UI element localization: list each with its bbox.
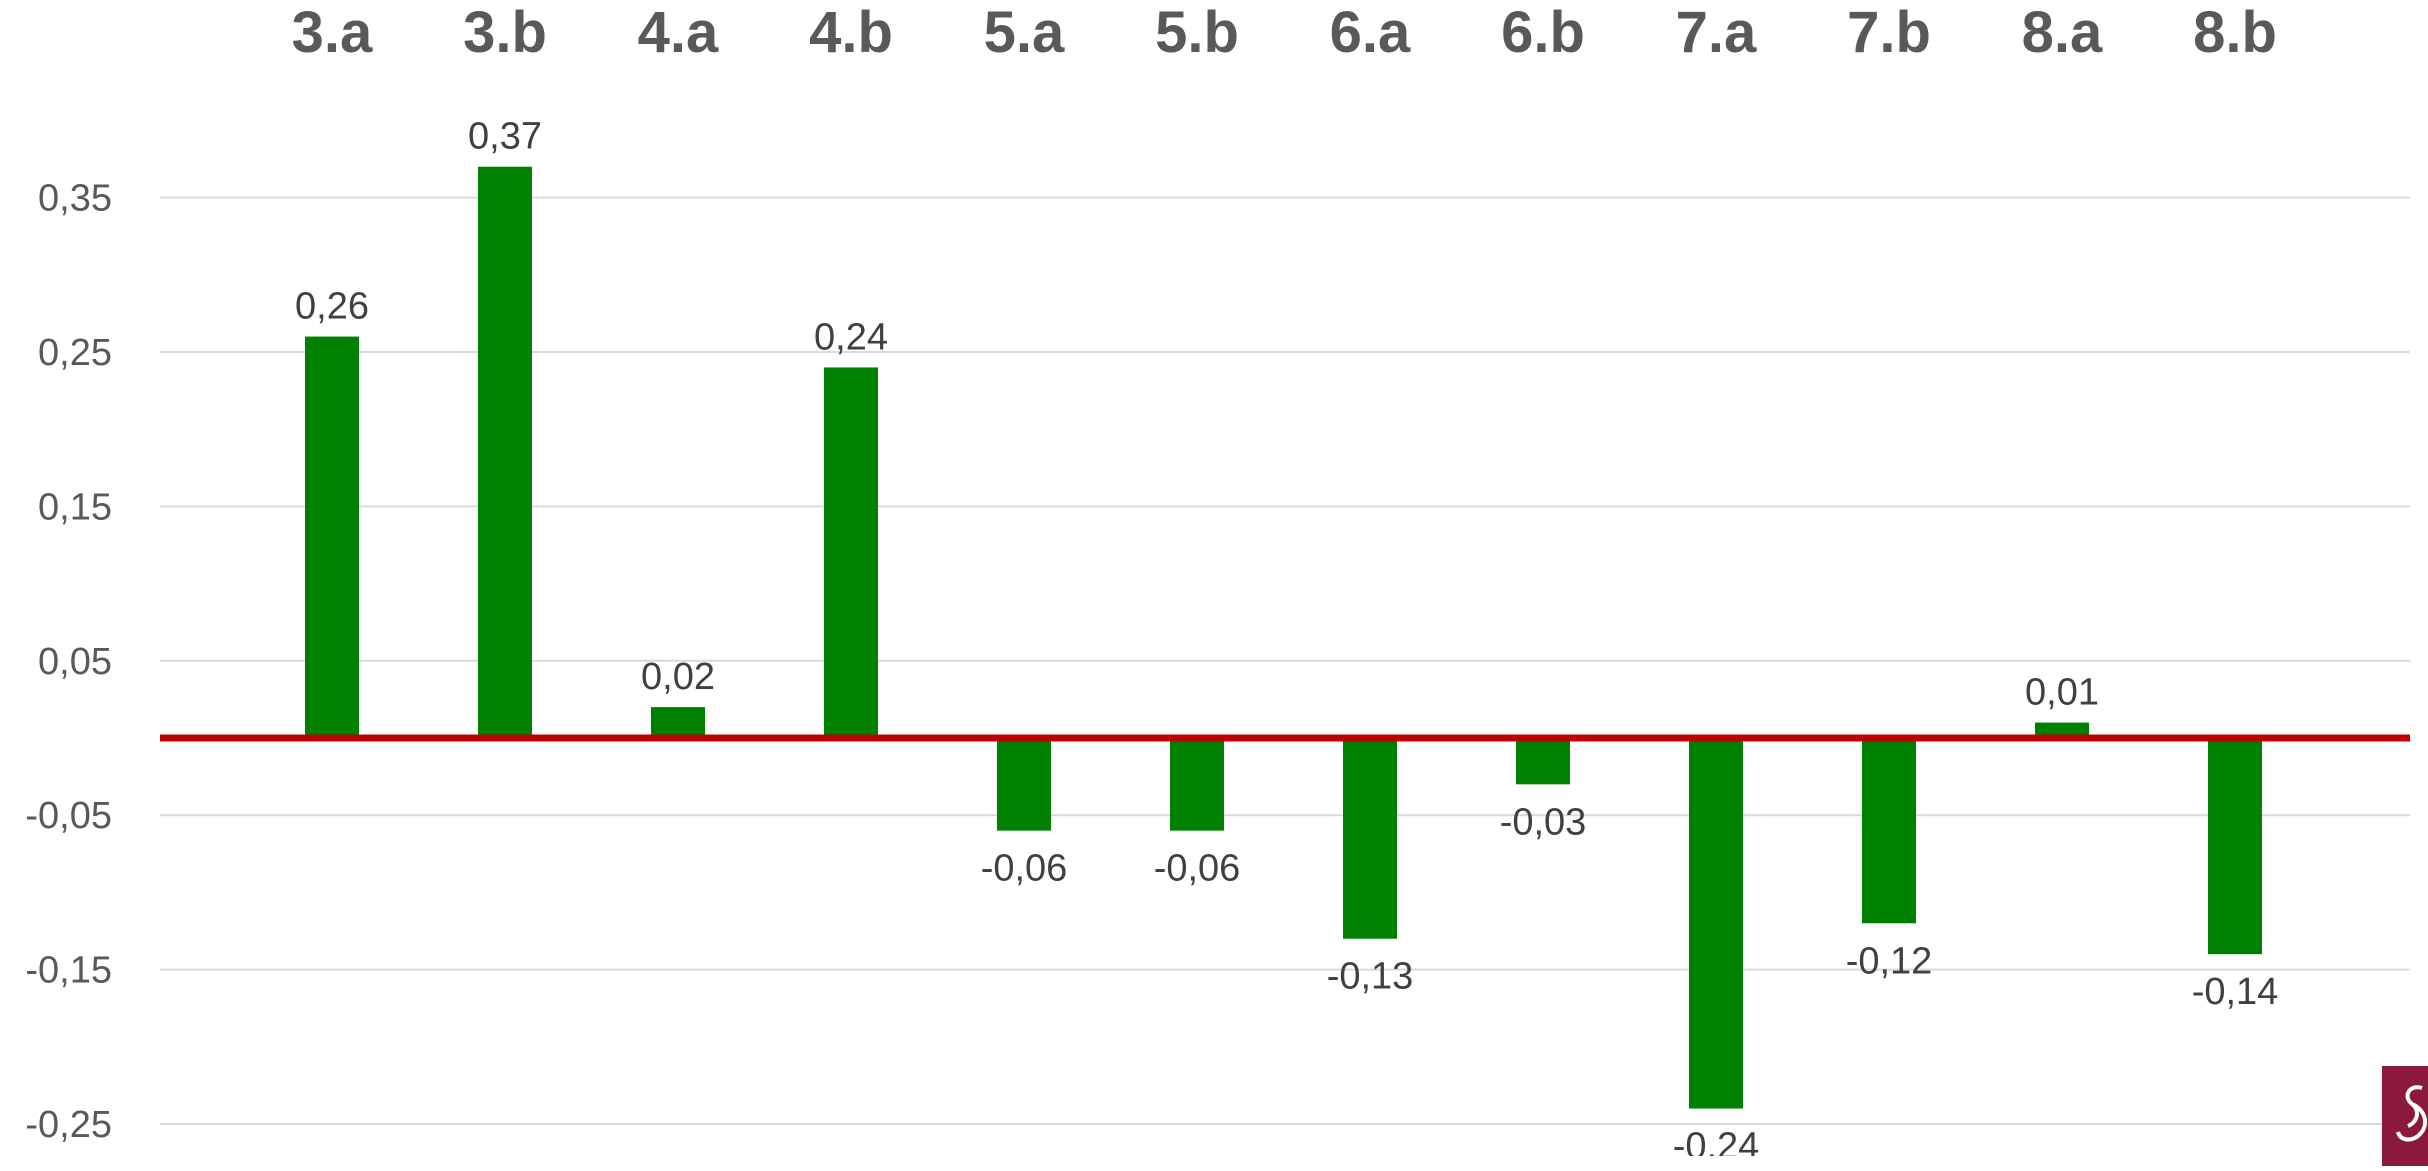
y-tick-label: 0,15 xyxy=(38,486,112,528)
bars xyxy=(305,166,2262,1109)
data-label: -0,13 xyxy=(1327,956,1414,998)
y-tick-label: 0,35 xyxy=(38,178,112,220)
bar-8.b xyxy=(2208,738,2262,955)
bar-5.a xyxy=(997,738,1051,831)
data-label: -0,06 xyxy=(981,848,1068,890)
bar-3.a xyxy=(305,336,359,738)
data-labels: 0,26 0,37 0,02 0,24 -0,06 -0,06 -0,13 -0,03 -0,2… xyxy=(295,116,2278,1156)
category-labels: 3.a 3.b 4.a 4.b 5.a 5.b 6.a 6.b 7.a 7.b 8.a 8.b xyxy=(292,0,2277,65)
data-label: -0,14 xyxy=(2192,971,2279,1013)
data-label: -0,06 xyxy=(1154,848,1241,890)
y-tick-label: 0,25 xyxy=(38,332,112,374)
category-label: 7.a xyxy=(1676,0,1757,65)
category-label: 6.a xyxy=(1330,0,1411,65)
bar-7.a xyxy=(1689,738,1743,1109)
category-label: 3.b xyxy=(463,0,547,65)
data-label: 0,01 xyxy=(2025,672,2099,714)
gridlines xyxy=(160,196,2410,1125)
y-axis-tick-labels: 0,35 0,25 0,15 0,05 -0,05 -0,15 -0,25 xyxy=(25,178,112,1146)
swan-logo-icon xyxy=(2382,1066,2428,1166)
category-label: 4.b xyxy=(809,0,893,65)
bar-5.b xyxy=(1170,738,1224,831)
category-label: 4.a xyxy=(638,0,719,65)
category-label: 8.b xyxy=(2193,0,2277,65)
y-tick-label: -0,05 xyxy=(25,795,112,837)
data-label: -0,24 xyxy=(1673,1126,1760,1156)
data-label: 0,24 xyxy=(814,316,888,358)
category-label: 8.a xyxy=(2022,0,2103,65)
bar-7.b xyxy=(1862,738,1916,924)
bar-6.a xyxy=(1343,738,1397,939)
data-label: 0,37 xyxy=(468,116,542,158)
bar-6.b xyxy=(1516,738,1570,785)
category-label: 3.a xyxy=(292,0,373,65)
data-label: 0,02 xyxy=(641,656,715,698)
y-tick-label: -0,25 xyxy=(25,1104,112,1146)
data-label: -0,12 xyxy=(1846,940,1933,982)
bar-4.b xyxy=(824,367,878,738)
category-label: 7.b xyxy=(1847,0,1931,65)
bar-8.a xyxy=(2035,722,2089,738)
category-label: 5.b xyxy=(1155,0,1239,65)
category-label: 6.b xyxy=(1501,0,1585,65)
y-tick-label: -0,15 xyxy=(25,950,112,992)
bar-3.b xyxy=(478,166,532,739)
bar-4.a xyxy=(651,707,705,738)
y-tick-label: 0,05 xyxy=(38,641,112,683)
category-label: 5.a xyxy=(984,0,1065,65)
data-label: 0,26 xyxy=(295,286,369,328)
data-label: -0,03 xyxy=(1500,801,1587,843)
